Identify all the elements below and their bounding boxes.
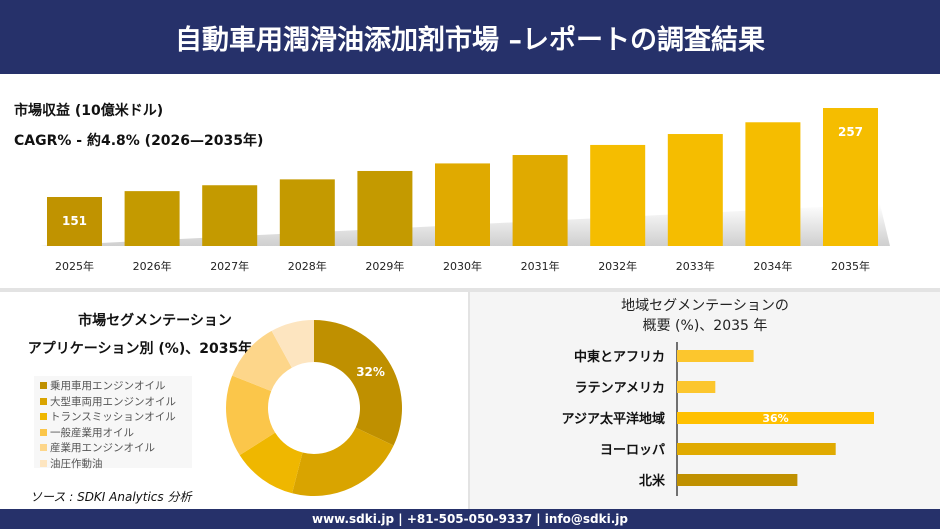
- divider: [0, 288, 940, 292]
- donut-slice: [314, 320, 402, 446]
- donut-slice: [226, 375, 276, 456]
- legend-label: 乗用車用エンジンオイル: [50, 380, 166, 393]
- legend-swatch: [40, 444, 47, 452]
- revenue-bar: [590, 144, 646, 246]
- x-tick-label: 2028年: [288, 259, 327, 273]
- legend-label: 油圧作動油: [50, 457, 103, 470]
- region-title-line1: 地域セグメンテーションの: [621, 298, 789, 314]
- legend-item: 大型車両用エンジンオイル: [40, 394, 186, 410]
- x-tick-label: 2030年: [443, 259, 482, 273]
- revenue-chart-title: 市場収益 (10億米ドル): [14, 103, 164, 119]
- x-tick-label: 2035年: [831, 259, 870, 273]
- region-bar: [677, 474, 798, 486]
- region-bar: [677, 381, 716, 393]
- legend-label: 一般産業用オイル: [50, 426, 134, 439]
- region-title-line2: 概要 (%)、2035 年: [642, 318, 768, 334]
- divider: [468, 292, 470, 509]
- donut-slice: [271, 320, 314, 368]
- revenue-bar: [435, 163, 490, 246]
- legend-item: 油圧作動油: [40, 456, 186, 472]
- y-tick-label: ヨーロッパ: [600, 443, 665, 458]
- region-title: 地域セグメンテーションの 概要 (%)、2035 年: [470, 296, 940, 336]
- revenue-bar: [279, 179, 335, 246]
- donut-slice: [239, 432, 303, 494]
- x-tick-label: 2031年: [521, 259, 560, 273]
- revenue-bar: [745, 122, 801, 246]
- revenue-bar: [357, 170, 413, 246]
- footer-contact: www.sdki.jp | +81-505-050-9337 | info@sd…: [0, 509, 940, 529]
- region-bar: [677, 443, 836, 455]
- x-tick-label: 2032年: [598, 259, 637, 273]
- application-legend: 乗用車用エンジンオイル 大型車両用エンジンオイル トランスミッションオイル 一般産業用…: [34, 376, 192, 470]
- revenue-bar: [47, 197, 102, 246]
- x-tick-label: 2029年: [365, 259, 404, 273]
- revenue-bar-chart: 2025年 151 2026年 2027年 2028年 2029年 2030年 2031年 20…: [40, 108, 890, 273]
- y-tick-label: 中東とアフリカ: [574, 349, 665, 365]
- revenue-bar: [823, 108, 878, 246]
- revenue-bar: [202, 185, 258, 246]
- region-bar: [677, 350, 754, 362]
- region-bar: [677, 412, 874, 424]
- revenue-bar: [512, 155, 568, 246]
- legend-swatch: [40, 459, 47, 467]
- data-label: 32%: [356, 365, 385, 379]
- y-tick-label: ラテンアメリカ: [575, 381, 665, 396]
- x-tick-label: 2034年: [753, 259, 792, 273]
- revenue-bar: [667, 134, 723, 246]
- cagr-subtitle: CAGR% - 約4.8% (2026—2035年): [14, 133, 264, 149]
- y-tick-label: 北米: [639, 473, 666, 489]
- legend-label: 大型車両用エンジンオイル: [50, 395, 176, 408]
- legend-item: 産業用エンジンオイル: [40, 440, 186, 456]
- application-donut-chart: 32%: [226, 320, 402, 496]
- donut-slice: [232, 330, 292, 392]
- data-label: 151: [62, 214, 87, 228]
- donut-slice: [292, 427, 394, 496]
- source-note: ソース : SDKI Analytics 分析: [30, 490, 192, 504]
- data-label: 257: [838, 125, 863, 139]
- data-label: 36%: [762, 412, 788, 425]
- legend-item: 乗用車用エンジンオイル: [40, 378, 186, 394]
- legend-item: トランスミッションオイル: [40, 409, 186, 425]
- application-subtitle: アプリケーション別 (%)、2035年: [27, 341, 253, 357]
- x-tick-label: 2026年: [133, 259, 172, 273]
- application-title: 市場セグメンテーション: [78, 313, 232, 329]
- x-tick-label: 2033年: [676, 259, 715, 273]
- page-title: 自動車用潤滑油添加剤市場 –レポートの調査結果: [0, 0, 940, 74]
- x-tick-label: 2025年: [55, 259, 94, 273]
- legend-item: 一般産業用オイル: [40, 425, 186, 441]
- legend-swatch: [40, 382, 47, 390]
- legend-swatch: [40, 413, 47, 421]
- legend-label: トランスミッションオイル: [50, 411, 176, 424]
- revenue-bar: [124, 191, 180, 246]
- region-panel: [470, 292, 940, 509]
- legend-swatch: [40, 397, 47, 405]
- legend-label: 産業用エンジンオイル: [50, 442, 155, 455]
- legend-swatch: [40, 428, 47, 436]
- y-tick-label: アジア太平洋地域: [562, 411, 665, 427]
- x-tick-label: 2027年: [210, 259, 249, 273]
